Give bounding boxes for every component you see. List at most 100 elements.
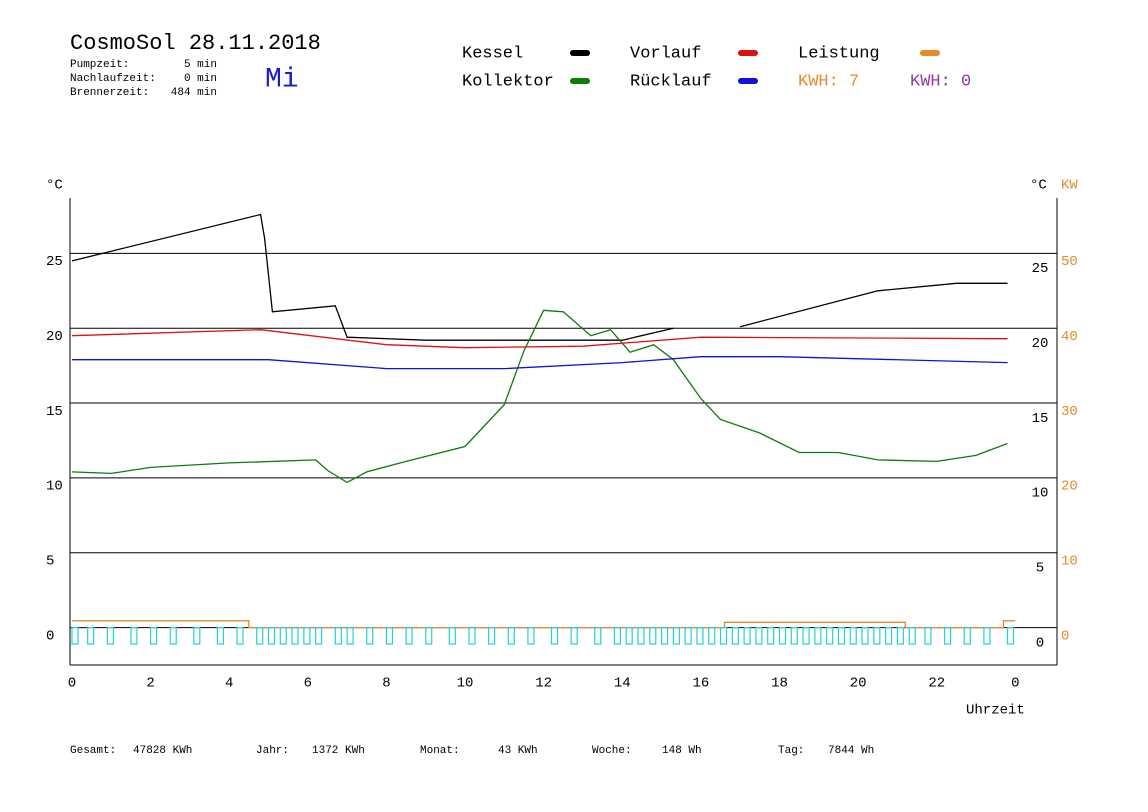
series-line <box>71 213 1008 341</box>
footer-label: Woche: <box>592 745 632 757</box>
stat-value: 484 min <box>171 87 217 99</box>
pump-pulse <box>256 626 264 645</box>
pump-pulse <box>873 626 881 645</box>
pump-pulse <box>291 626 299 645</box>
y2-tick-label: 30 <box>1061 404 1078 420</box>
pump-pulse <box>527 626 535 645</box>
pump-pulse <box>778 626 787 645</box>
x-tick-label: 12 <box>535 676 552 692</box>
pump-pulse <box>149 626 158 645</box>
pump-pulse <box>507 626 515 645</box>
y-tick-label: 20 <box>46 329 63 345</box>
stat-value: 0 min <box>184 73 217 85</box>
pump-pulse <box>468 626 476 645</box>
footer-value: 47828 KWh <box>133 745 192 757</box>
pump-pulse <box>1006 626 1015 645</box>
x-tick-label: 14 <box>614 676 631 692</box>
footer-value: 1372 KWh <box>312 745 365 757</box>
pump-pulse <box>943 626 952 645</box>
x-label: Uhrzeit <box>966 703 1025 719</box>
pump-pulse <box>193 626 201 645</box>
pump-pulse <box>837 626 846 645</box>
pump-pulse <box>169 626 177 645</box>
x-tick-label: 6 <box>304 676 312 692</box>
stat-label: Pumpzeit: <box>70 59 129 71</box>
pump-pulse <box>696 626 704 645</box>
y2-tick-label: 10 <box>1061 553 1078 569</box>
pump-pulse <box>649 626 657 645</box>
pump-pulse <box>983 626 991 645</box>
y-tick-label: 0 <box>46 628 54 644</box>
pump-pulse <box>425 626 433 645</box>
footer-label: Gesamt: <box>70 745 116 757</box>
legend-label: Kessel <box>462 44 523 63</box>
footer-label: Tag: <box>778 745 804 757</box>
legend-marker <box>738 50 758 56</box>
x-tick-label: 22 <box>928 676 945 692</box>
legend-label: Rücklauf <box>630 72 712 91</box>
footer-label: Monat: <box>420 745 460 757</box>
pump-pulse <box>814 626 822 645</box>
x-tick-label: 8 <box>382 676 390 692</box>
pump-pulse <box>448 626 456 645</box>
x-tick-label: 20 <box>850 676 867 692</box>
pump-pulse <box>87 626 95 645</box>
pump-pulse <box>684 626 692 645</box>
y2-tick-label: 40 <box>1061 329 1078 345</box>
series-line <box>72 620 1016 629</box>
pump-pulse <box>767 626 775 645</box>
pump-pulse <box>303 626 311 645</box>
y2c-tick-label: 20 <box>1032 336 1049 352</box>
pump-pulse <box>637 626 645 645</box>
legend-marker <box>570 78 590 84</box>
title: CosmoSol 28.11.2018 <box>70 31 321 56</box>
y2c-tick-label: 10 <box>1032 486 1049 502</box>
x-tick-label: 0 <box>68 676 76 692</box>
pump-pulse <box>315 626 323 645</box>
pump-pulse <box>346 626 354 645</box>
pump-pulse <box>849 626 857 645</box>
pump-pulse <box>405 626 413 645</box>
series-line <box>71 329 1008 349</box>
kwh: KWH: 0 <box>910 72 971 91</box>
pump-pulse <box>488 626 496 645</box>
footer-value: 43 KWh <box>498 745 538 757</box>
pump-pulse <box>236 626 244 645</box>
pump-pulse <box>570 626 578 645</box>
x-tick-label: 16 <box>692 676 709 692</box>
legend-label: Leistung <box>798 44 880 63</box>
y2-tick-label: 20 <box>1061 479 1078 495</box>
x-tick-label: 2 <box>146 676 154 692</box>
pump-pulse <box>802 626 810 645</box>
pump-pulse <box>708 626 716 645</box>
y2c-tick-label: 15 <box>1032 411 1049 427</box>
y2-tick-label: 0 <box>1061 628 1069 644</box>
pump-pulse <box>755 626 763 645</box>
legend-marker <box>570 50 590 56</box>
legend-label: Kollektor <box>462 72 554 91</box>
y-tick-label: 15 <box>46 404 63 420</box>
pump-pulse <box>924 626 932 645</box>
pump-pulse <box>861 626 869 645</box>
pump-pulse <box>743 626 751 645</box>
y-tick-label: 10 <box>46 479 63 495</box>
pump-pulse <box>625 626 633 645</box>
stat-label: Brennerzeit: <box>70 87 149 99</box>
pump-pulse <box>267 626 276 645</box>
series-line <box>72 356 1008 370</box>
pump-pulse <box>550 626 559 645</box>
pump-pulse <box>130 626 138 645</box>
legend-marker <box>738 78 758 84</box>
stat-value: 5 min <box>184 59 217 71</box>
x-tick-label: 0 <box>1011 676 1019 692</box>
kwh: KWH: 7 <box>798 72 859 91</box>
pump-pulse <box>790 626 798 645</box>
pump-pulse <box>71 626 79 645</box>
pump-pulse <box>731 626 739 645</box>
footer-value: 7844 Wh <box>828 745 874 757</box>
pump-pulse <box>719 626 728 645</box>
pump-pulse <box>660 626 669 645</box>
pump-pulse <box>216 626 225 645</box>
pump-pulse <box>106 626 114 645</box>
